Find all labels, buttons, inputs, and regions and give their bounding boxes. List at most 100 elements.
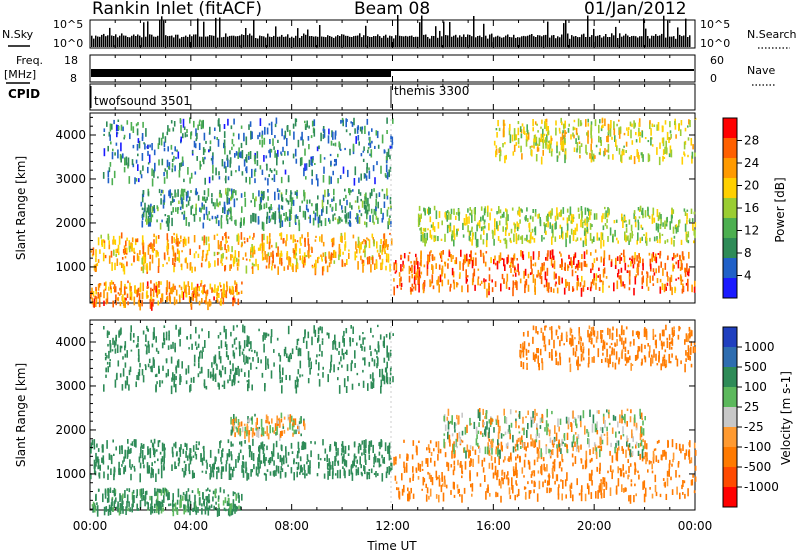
power-cell — [396, 285, 399, 289]
velocity-cell — [553, 463, 556, 472]
power-cell — [474, 214, 476, 222]
power-cell — [462, 262, 464, 271]
power-cell — [545, 142, 548, 146]
velocity-cell — [517, 437, 520, 443]
power-cell — [659, 286, 662, 294]
power-cell — [447, 210, 449, 214]
velocity-cell — [430, 457, 432, 463]
power-cell — [322, 194, 325, 203]
power-cell — [618, 148, 621, 155]
velocity-cell — [299, 456, 302, 459]
power-cell — [400, 255, 403, 258]
power-cell — [564, 141, 566, 146]
velocity-cell — [481, 459, 484, 467]
power-cell — [614, 229, 616, 237]
velocity-cell — [552, 471, 554, 479]
power-cell — [166, 280, 168, 289]
power-cell — [637, 260, 640, 268]
power-cell — [236, 289, 238, 296]
power-cell — [126, 261, 128, 267]
velocity-cell — [533, 459, 536, 466]
power-cell — [496, 132, 498, 138]
noise-sample — [395, 35, 397, 47]
power-cell — [223, 283, 225, 291]
power-cell — [562, 140, 564, 149]
noise-sample — [343, 34, 345, 47]
power-cell — [280, 176, 283, 184]
noise-sample — [237, 36, 239, 47]
power-cell — [692, 144, 694, 150]
velocity-cell — [519, 437, 521, 442]
power-cell — [253, 232, 255, 238]
velocity-cell — [411, 454, 414, 460]
power-cell — [213, 296, 215, 301]
velocity-cell — [556, 444, 558, 449]
power-cell — [602, 213, 604, 220]
power-cell — [452, 271, 455, 278]
power-cell — [171, 217, 173, 227]
power-cell — [335, 203, 337, 211]
velocity-cell — [230, 451, 232, 457]
velocity-cell — [210, 466, 212, 473]
power-cell — [484, 261, 487, 267]
velocity-cell — [590, 473, 593, 482]
power-cell — [415, 272, 417, 280]
power-cell — [498, 148, 500, 154]
velocity-cell — [295, 462, 298, 465]
noise-sample — [181, 37, 183, 47]
power-cell — [491, 287, 494, 293]
power-cell — [637, 232, 639, 241]
velocity-cell — [355, 468, 358, 476]
power-cell — [283, 266, 286, 271]
velocity-cell — [250, 427, 253, 431]
noise-sample — [377, 34, 379, 47]
velocity-cell — [450, 490, 452, 495]
velocity-cell — [625, 449, 627, 458]
power-cell — [641, 227, 644, 230]
velocity-cell — [607, 412, 610, 415]
velocity-cell — [533, 481, 536, 488]
velocity-cell — [271, 452, 274, 462]
velocity-cell — [353, 441, 356, 446]
power-cell — [288, 209, 291, 212]
velocity-cell — [612, 414, 615, 421]
power-cell — [140, 174, 143, 179]
velocity-cell — [544, 427, 546, 432]
velocity-cell — [630, 483, 633, 487]
power-cell — [200, 280, 203, 284]
power-cell — [372, 214, 374, 223]
power-cell — [642, 275, 644, 283]
power-cell — [231, 254, 234, 258]
noise-sample — [127, 37, 129, 47]
velocity-cell — [209, 489, 211, 492]
power-cell — [390, 134, 392, 142]
power-cell — [322, 175, 325, 183]
power-cell — [477, 268, 480, 271]
power-cell — [117, 125, 120, 131]
power-cell — [280, 232, 283, 238]
velocity-cell — [377, 473, 379, 476]
power-cell — [556, 145, 558, 154]
noise-sample — [103, 33, 105, 47]
power-cell — [227, 210, 229, 215]
velocity-cell — [223, 489, 225, 494]
velocity-cell — [172, 507, 175, 517]
power-cell — [148, 154, 151, 163]
power-cell — [605, 210, 607, 218]
power-cell — [332, 214, 334, 222]
power-cell — [249, 151, 252, 159]
power-cell — [188, 296, 191, 303]
power-cell — [680, 239, 683, 245]
power-cell — [236, 266, 239, 271]
velocity-cell — [302, 441, 304, 450]
power-cell — [348, 188, 350, 194]
power-cell — [97, 284, 100, 291]
power-cell — [264, 254, 267, 260]
power-cell — [235, 151, 238, 156]
power-cell — [321, 199, 324, 208]
velocity-cell — [154, 460, 156, 464]
velocity-cell — [616, 452, 619, 462]
power-cell — [677, 225, 679, 233]
power-cell — [151, 168, 153, 177]
power-cell — [616, 145, 618, 151]
